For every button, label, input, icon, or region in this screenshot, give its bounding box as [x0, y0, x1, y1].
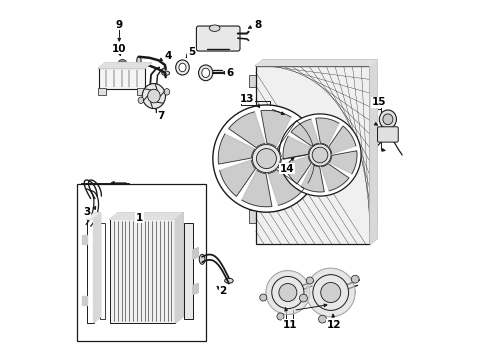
Bar: [249, 75, 256, 87]
Polygon shape: [301, 164, 324, 192]
Polygon shape: [94, 213, 100, 323]
Polygon shape: [306, 268, 355, 317]
Polygon shape: [316, 118, 339, 146]
Text: 4: 4: [165, 51, 172, 61]
Text: 15: 15: [372, 97, 386, 107]
Ellipse shape: [176, 60, 189, 75]
Polygon shape: [242, 170, 272, 207]
Bar: [256, 66, 370, 244]
Polygon shape: [329, 151, 357, 174]
Ellipse shape: [142, 84, 166, 109]
Bar: [184, 223, 193, 319]
Bar: [249, 210, 256, 223]
Circle shape: [213, 105, 320, 212]
Ellipse shape: [318, 315, 326, 323]
Ellipse shape: [306, 277, 314, 284]
Ellipse shape: [162, 71, 170, 75]
Bar: [77, 184, 206, 341]
Ellipse shape: [383, 114, 393, 125]
Ellipse shape: [199, 254, 205, 264]
Polygon shape: [321, 163, 349, 191]
Bar: [87, 219, 94, 323]
Text: 3: 3: [83, 207, 91, 217]
Polygon shape: [277, 121, 313, 157]
Bar: [370, 75, 377, 87]
Circle shape: [309, 144, 331, 166]
Polygon shape: [291, 119, 319, 147]
Bar: [137, 88, 146, 95]
Ellipse shape: [147, 89, 160, 103]
Polygon shape: [82, 235, 87, 244]
Circle shape: [279, 114, 361, 196]
Text: 1: 1: [136, 212, 143, 222]
Polygon shape: [98, 63, 151, 68]
Polygon shape: [284, 156, 311, 184]
Polygon shape: [220, 160, 255, 196]
Text: 9: 9: [116, 19, 123, 30]
Text: 6: 6: [226, 68, 234, 78]
Circle shape: [256, 149, 276, 168]
Bar: [100, 223, 104, 319]
Polygon shape: [175, 213, 183, 323]
Text: 11: 11: [282, 320, 297, 330]
Polygon shape: [87, 213, 100, 219]
Text: 5: 5: [188, 47, 195, 57]
FancyBboxPatch shape: [377, 127, 398, 142]
Text: 7: 7: [157, 111, 165, 121]
Polygon shape: [193, 248, 198, 258]
Ellipse shape: [277, 313, 284, 320]
Polygon shape: [229, 112, 265, 148]
Bar: [110, 219, 175, 323]
Ellipse shape: [224, 278, 233, 283]
Polygon shape: [266, 271, 310, 314]
Ellipse shape: [164, 89, 170, 95]
Circle shape: [272, 276, 304, 309]
Circle shape: [321, 283, 341, 302]
Polygon shape: [193, 284, 198, 294]
Polygon shape: [261, 111, 291, 147]
Circle shape: [252, 145, 280, 172]
Polygon shape: [370, 60, 377, 244]
Polygon shape: [218, 134, 255, 164]
Ellipse shape: [379, 110, 396, 129]
Polygon shape: [256, 60, 377, 66]
Polygon shape: [278, 153, 315, 183]
Ellipse shape: [138, 97, 144, 103]
Bar: [370, 132, 377, 144]
Bar: [370, 210, 377, 223]
Ellipse shape: [351, 275, 359, 283]
Text: 14: 14: [280, 163, 294, 174]
Polygon shape: [268, 170, 304, 205]
Bar: [98, 88, 106, 95]
Text: 10: 10: [112, 44, 126, 54]
Polygon shape: [283, 136, 311, 159]
Ellipse shape: [209, 25, 220, 31]
Circle shape: [312, 147, 328, 163]
Text: 13: 13: [240, 94, 254, 104]
Polygon shape: [329, 126, 356, 154]
FancyBboxPatch shape: [196, 26, 240, 51]
Bar: [249, 132, 256, 144]
Ellipse shape: [260, 294, 267, 301]
Text: 2: 2: [219, 287, 226, 296]
Text: 12: 12: [326, 320, 341, 330]
Bar: [98, 68, 145, 89]
Circle shape: [279, 284, 297, 302]
Ellipse shape: [179, 63, 186, 72]
Circle shape: [313, 275, 348, 310]
Ellipse shape: [119, 60, 126, 66]
Ellipse shape: [198, 65, 213, 81]
Ellipse shape: [137, 57, 141, 64]
Polygon shape: [110, 213, 183, 219]
Polygon shape: [82, 296, 87, 305]
Ellipse shape: [202, 68, 210, 77]
Ellipse shape: [299, 294, 307, 302]
Text: 8: 8: [254, 20, 261, 30]
